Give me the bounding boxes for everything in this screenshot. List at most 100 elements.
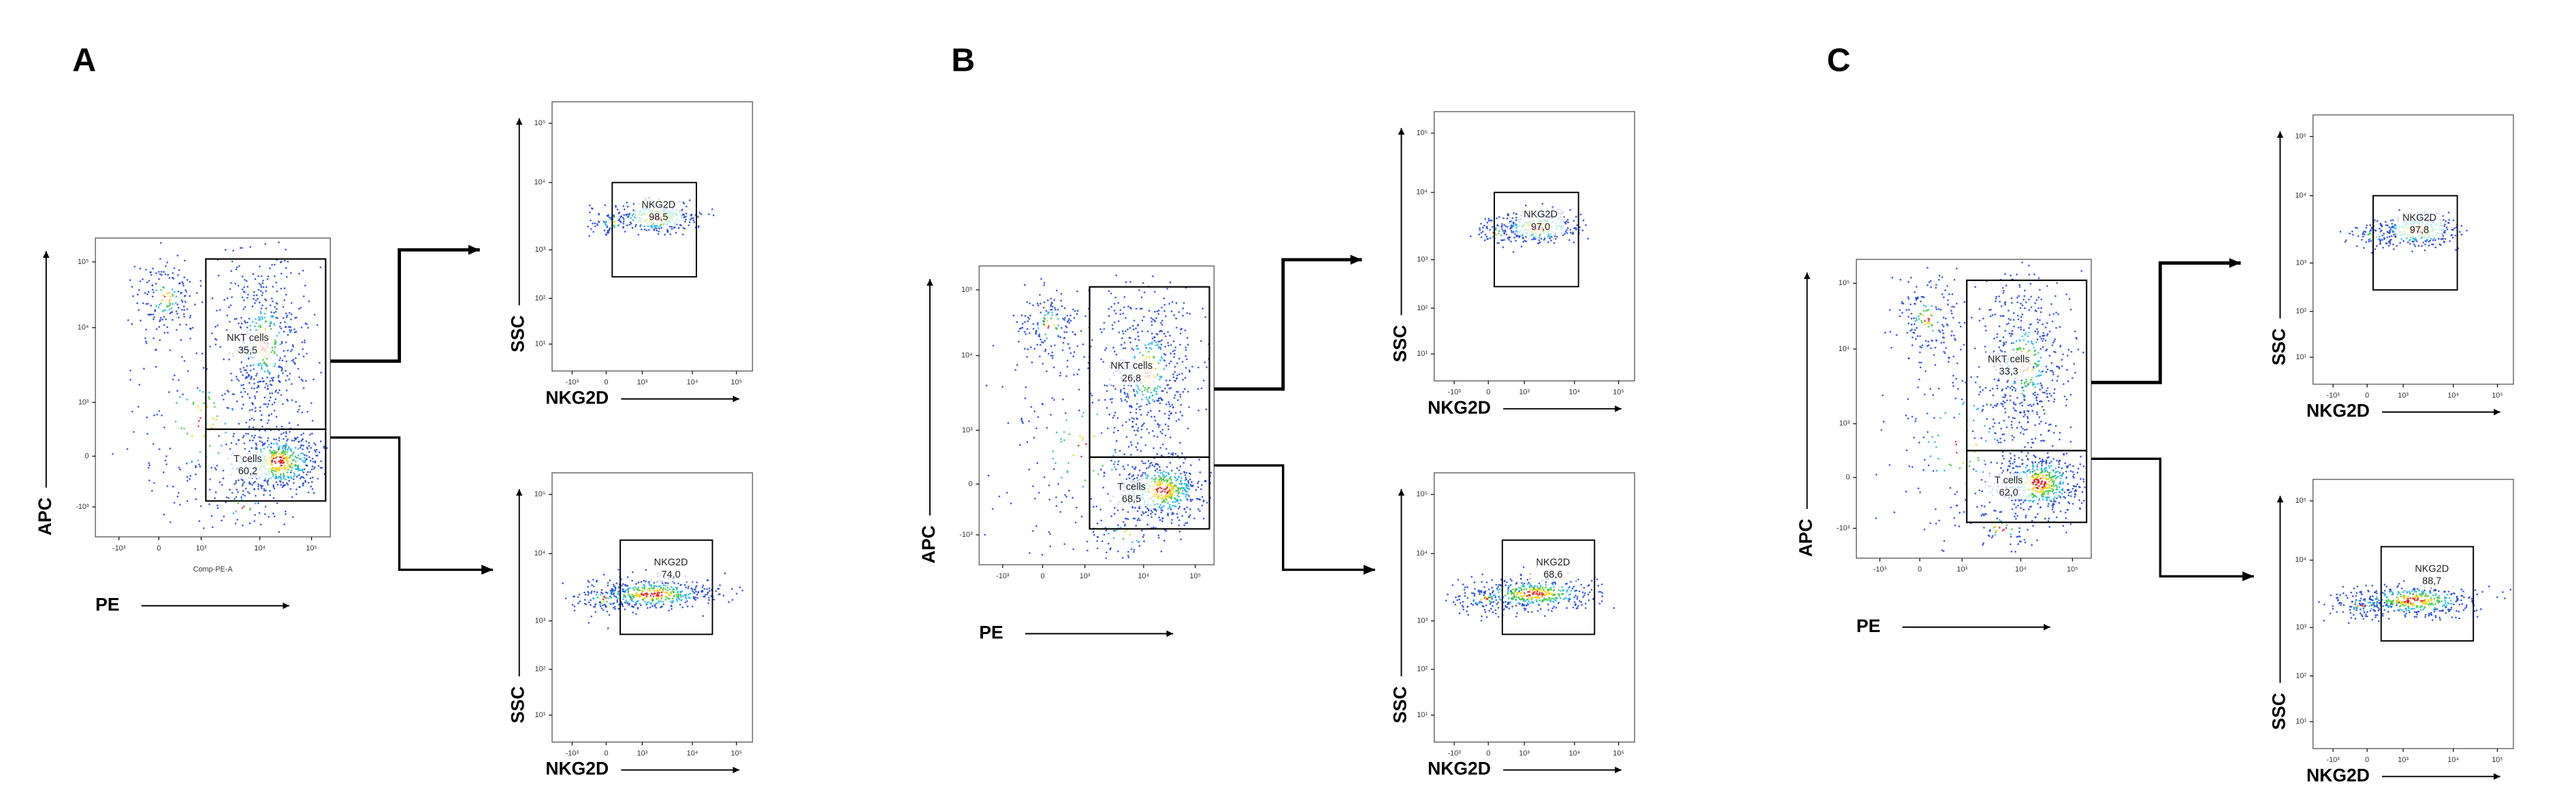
event-dot xyxy=(1057,308,1059,311)
event-dot xyxy=(263,396,266,399)
event-dot xyxy=(302,438,304,441)
event-dot xyxy=(1547,234,1550,237)
event-dot xyxy=(311,465,314,467)
event-dot xyxy=(1925,340,1927,342)
event-dot xyxy=(1123,342,1126,344)
event-dot xyxy=(293,472,295,474)
event-dot xyxy=(1538,590,1541,593)
y-tick-label: 10² xyxy=(535,665,546,674)
event-dot xyxy=(1122,347,1125,350)
event-dot xyxy=(138,384,141,386)
event-dot xyxy=(1573,596,1576,599)
event-dot xyxy=(166,485,169,487)
event-dot xyxy=(288,422,291,425)
event-dot xyxy=(1103,475,1106,478)
event-dot xyxy=(622,605,624,608)
event-dot xyxy=(1130,308,1132,310)
event-dot xyxy=(1127,305,1129,308)
event-dot xyxy=(1010,502,1012,505)
event-dot xyxy=(276,308,278,310)
event-dot xyxy=(653,228,655,231)
event-dot xyxy=(1504,225,1507,227)
event-dot xyxy=(639,589,641,591)
event-dot xyxy=(1496,587,1498,590)
event-dot xyxy=(278,241,280,244)
event-dot xyxy=(1562,234,1564,237)
event-dot xyxy=(254,395,256,397)
event-dot xyxy=(1955,302,1958,305)
event-dot xyxy=(225,496,228,499)
event-dot xyxy=(274,478,277,480)
event-dot xyxy=(249,246,251,248)
event-dot xyxy=(1920,361,1922,364)
event-dot xyxy=(1153,336,1156,339)
event-dot xyxy=(1525,588,1528,590)
event-dot xyxy=(1034,497,1036,500)
event-dot xyxy=(300,476,302,478)
event-dot xyxy=(178,282,180,285)
event-dot xyxy=(1454,603,1457,606)
event-dot xyxy=(637,233,640,236)
event-dot xyxy=(2052,511,2055,513)
event-dot xyxy=(1167,512,1170,515)
event-dot xyxy=(625,214,628,216)
event-dot xyxy=(145,342,148,344)
event-dot xyxy=(1999,300,2001,303)
event-dot xyxy=(1115,274,1118,277)
event-dot xyxy=(314,460,317,463)
event-dot xyxy=(642,599,645,601)
event-dot xyxy=(1141,391,1144,393)
event-dot xyxy=(158,303,161,306)
event-dot xyxy=(1161,490,1163,493)
event-dot xyxy=(325,447,328,449)
event-dot xyxy=(158,448,161,450)
event-dot xyxy=(1156,387,1158,390)
event-dot xyxy=(1129,533,1131,535)
event-dot xyxy=(169,299,171,301)
event-dot xyxy=(1953,305,1955,308)
event-dot xyxy=(133,265,136,268)
event-dot xyxy=(718,588,720,590)
x-tick-label: 10³ xyxy=(1519,749,1530,757)
event-dot xyxy=(1202,379,1205,382)
y-tick-label: 10² xyxy=(1417,304,1428,312)
event-dot xyxy=(1172,486,1175,489)
event-dot xyxy=(166,326,169,329)
event-dot xyxy=(1038,333,1041,335)
event-dot xyxy=(281,486,284,489)
event-dot xyxy=(272,349,274,352)
event-dot xyxy=(1040,311,1042,314)
event-dot xyxy=(160,302,162,305)
event-dot xyxy=(1121,557,1124,559)
y-tick-label: 10² xyxy=(535,294,546,302)
event-dot xyxy=(1515,596,1518,598)
event-dot xyxy=(248,482,251,485)
event-dot xyxy=(1942,332,1945,335)
event-dot xyxy=(297,367,300,370)
event-dot xyxy=(1062,342,1065,344)
event-dot xyxy=(1163,470,1165,472)
event-dot xyxy=(590,592,592,595)
event-dot xyxy=(229,489,231,491)
event-dot xyxy=(1176,374,1178,377)
event-dot xyxy=(1042,363,1044,365)
event-dot xyxy=(292,346,295,348)
event-dot xyxy=(660,606,662,608)
event-dot xyxy=(315,454,318,457)
event-dot xyxy=(1523,600,1526,603)
event-dot xyxy=(302,469,304,472)
event-dot xyxy=(223,299,225,301)
event-dot xyxy=(1134,468,1136,470)
event-dot xyxy=(625,601,628,603)
event-dot xyxy=(252,273,255,276)
event-dot xyxy=(1494,229,1497,231)
event-dot xyxy=(1039,294,1041,296)
event-dot xyxy=(1108,308,1110,310)
event-dot xyxy=(1179,465,1182,467)
event-dot xyxy=(1181,492,1183,495)
event-dot xyxy=(2052,431,2055,434)
event-dot xyxy=(246,371,248,374)
event-dot xyxy=(1478,233,1481,235)
event-dot xyxy=(1153,478,1155,480)
event-dot xyxy=(166,292,169,295)
